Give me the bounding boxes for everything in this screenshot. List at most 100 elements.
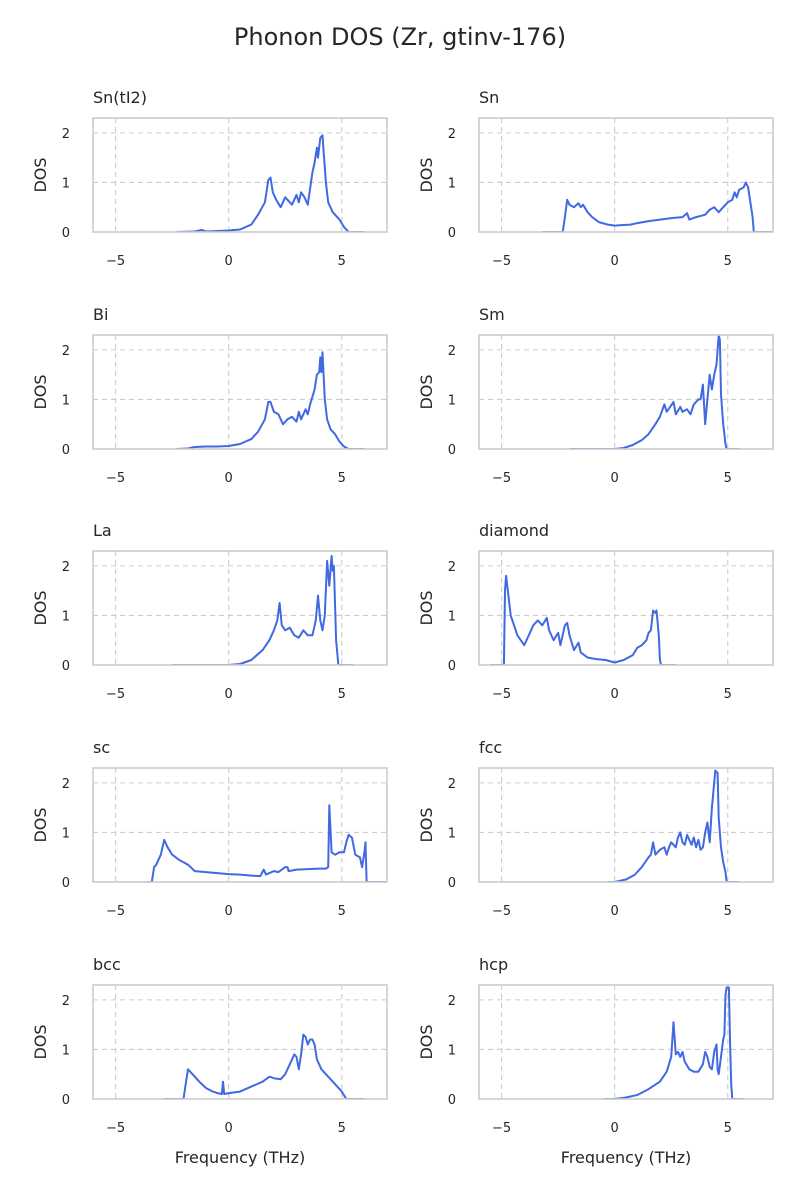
y-tick-label: 0 xyxy=(448,1093,456,1108)
subplot: Sm DOS 0 1 2 −5 0 5 xyxy=(417,305,774,486)
subplot-title: La xyxy=(93,521,112,540)
x-tick-label: 5 xyxy=(724,904,732,919)
y-tick-label: 1 xyxy=(448,1043,456,1058)
x-tick-label: 0 xyxy=(611,471,619,486)
y-axis-label: DOS xyxy=(31,807,50,842)
subplot: Sn(tI2) DOS 0 1 2 −5 0 5 xyxy=(31,88,388,269)
subplot-title: Sn(tI2) xyxy=(93,88,147,107)
x-tick-label: −5 xyxy=(492,687,511,702)
x-tick-label: 0 xyxy=(225,904,233,919)
subplot-grid: Sn(tI2) DOS 0 1 2 −5 0 5 Sn DOS 0 1 2 −5 0 5 Bi DOS 0 1 2 −5 0… xyxy=(31,88,774,1167)
x-tick-label: 0 xyxy=(225,254,233,269)
y-tick-label: 2 xyxy=(448,127,456,142)
x-axis-label: Frequency (THz) xyxy=(561,1148,691,1167)
y-tick-label: 1 xyxy=(448,176,456,191)
x-tick-label: 0 xyxy=(611,1121,619,1136)
dos-curve xyxy=(603,986,744,1099)
x-tick-label: −5 xyxy=(492,1121,511,1136)
y-tick-label: 0 xyxy=(448,876,456,891)
y-tick-label: 1 xyxy=(448,826,456,841)
subplot-title: Bi xyxy=(93,305,108,324)
y-tick-label: 2 xyxy=(448,777,456,792)
y-tick-label: 0 xyxy=(448,226,456,241)
x-tick-label: 5 xyxy=(338,254,346,269)
x-tick-label: 0 xyxy=(225,1121,233,1136)
y-tick-label: 2 xyxy=(62,777,70,792)
dos-curve xyxy=(542,181,773,232)
x-tick-label: −5 xyxy=(106,687,125,702)
x-tick-label: −5 xyxy=(106,254,125,269)
axes-frame xyxy=(92,984,388,1100)
subplot: sc DOS 0 1 2 −5 0 5 xyxy=(31,738,388,919)
x-tick-label: −5 xyxy=(106,1121,125,1136)
y-tick-label: 1 xyxy=(62,1043,70,1058)
dos-curve xyxy=(172,555,354,665)
axes-frame xyxy=(478,984,774,1100)
y-tick-label: 2 xyxy=(448,994,456,1009)
y-tick-label: 0 xyxy=(62,1093,70,1108)
y-tick-label: 1 xyxy=(62,609,70,624)
y-tick-label: 2 xyxy=(448,560,456,575)
axes-frame xyxy=(92,334,388,450)
y-tick-label: 0 xyxy=(62,876,70,891)
dos-curve xyxy=(147,804,387,882)
subplot-title: sc xyxy=(93,738,110,757)
subplot: hcp DOS 0 1 2 −5 0 5 Frequency (THz) xyxy=(417,955,774,1167)
dos-curve xyxy=(490,574,676,665)
x-tick-label: 5 xyxy=(338,1121,346,1136)
dos-curve xyxy=(569,335,740,449)
y-tick-label: 0 xyxy=(448,443,456,458)
subplot-title: Sn xyxy=(479,88,499,107)
x-axis-label: Frequency (THz) xyxy=(175,1148,305,1167)
y-axis-label: DOS xyxy=(417,590,436,625)
subplot: bcc DOS 0 1 2 −5 0 5 Frequency (THz) xyxy=(31,955,388,1167)
y-tick-label: 2 xyxy=(62,560,70,575)
y-axis-label: DOS xyxy=(417,157,436,192)
y-axis-label: DOS xyxy=(417,1024,436,1059)
y-axis-label: DOS xyxy=(31,590,50,625)
x-tick-label: 5 xyxy=(724,1121,732,1136)
subplot-title: hcp xyxy=(479,955,508,974)
axes-frame xyxy=(478,334,774,450)
dos-curve xyxy=(607,769,740,882)
y-tick-label: 2 xyxy=(62,127,70,142)
dos-curve xyxy=(163,1033,365,1099)
dos-curve xyxy=(176,134,365,232)
subplot: La DOS 0 1 2 −5 0 5 xyxy=(31,521,388,702)
x-tick-label: 5 xyxy=(724,254,732,269)
x-tick-label: 5 xyxy=(338,687,346,702)
y-tick-label: 1 xyxy=(62,826,70,841)
y-axis-label: DOS xyxy=(31,374,50,409)
y-tick-label: 1 xyxy=(62,393,70,408)
x-tick-label: 0 xyxy=(611,904,619,919)
axes-frame xyxy=(478,767,774,883)
subplot: fcc DOS 0 1 2 −5 0 5 xyxy=(417,738,774,919)
subplot: Sn DOS 0 1 2 −5 0 5 xyxy=(417,88,774,269)
y-tick-label: 0 xyxy=(62,443,70,458)
axes-frame xyxy=(478,550,774,666)
y-tick-label: 0 xyxy=(62,226,70,241)
subplot-title: bcc xyxy=(93,955,121,974)
y-axis-label: DOS xyxy=(417,374,436,409)
y-tick-label: 0 xyxy=(62,659,70,674)
x-tick-label: 5 xyxy=(338,471,346,486)
x-tick-label: 5 xyxy=(724,687,732,702)
y-tick-label: 0 xyxy=(448,659,456,674)
x-tick-label: −5 xyxy=(492,471,511,486)
x-tick-label: −5 xyxy=(106,904,125,919)
x-tick-label: 0 xyxy=(225,471,233,486)
x-tick-label: 0 xyxy=(225,687,233,702)
subplot: diamond DOS 0 1 2 −5 0 5 xyxy=(417,521,774,702)
y-axis-label: DOS xyxy=(31,1024,50,1059)
x-tick-label: −5 xyxy=(492,254,511,269)
x-tick-label: 5 xyxy=(338,904,346,919)
subplot-title: Sm xyxy=(479,305,505,324)
figure-title: Phonon DOS (Zr, gtinv-176) xyxy=(234,23,566,51)
y-axis-label: DOS xyxy=(417,807,436,842)
x-tick-label: 0 xyxy=(611,254,619,269)
x-tick-label: −5 xyxy=(492,904,511,919)
x-tick-label: 5 xyxy=(724,471,732,486)
dos-curve xyxy=(176,351,365,449)
axes-frame xyxy=(92,117,388,233)
